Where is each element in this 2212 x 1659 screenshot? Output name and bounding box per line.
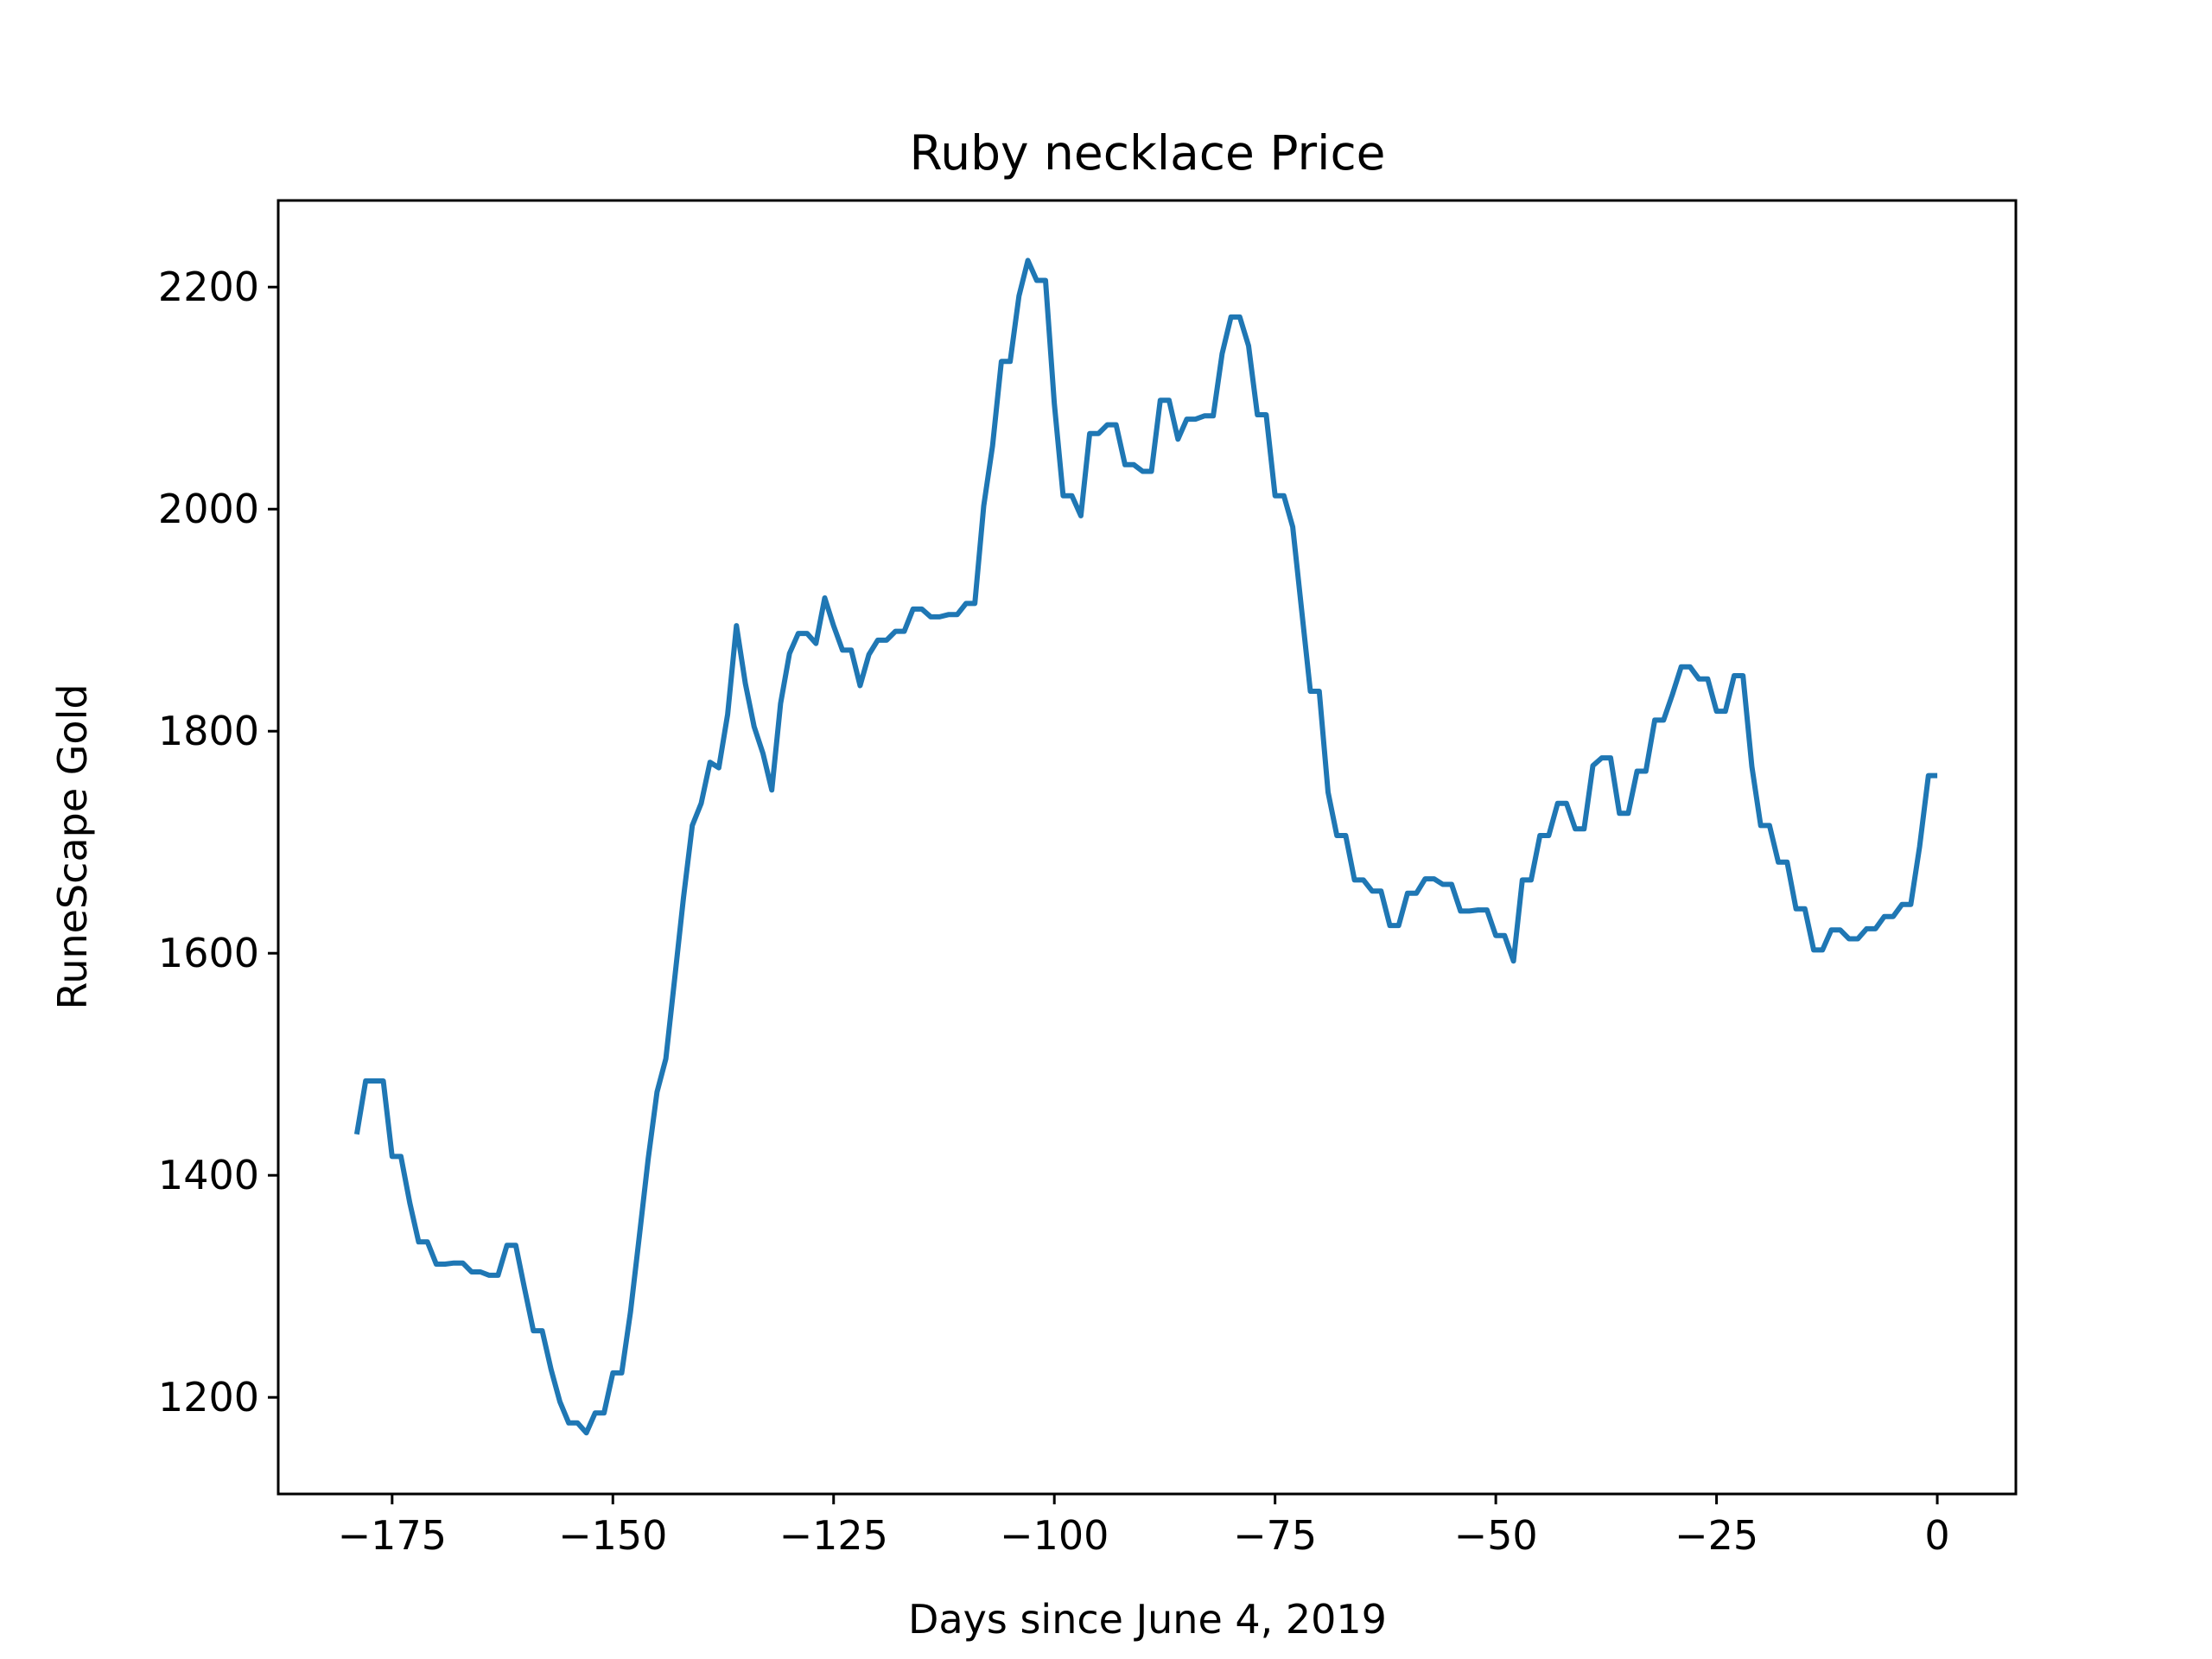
y-tick-label: 1600 bbox=[158, 930, 259, 976]
plot-frame bbox=[276, 199, 2018, 1496]
chart-title: Ruby necklace Price bbox=[909, 125, 1385, 181]
y-axis-ticks: 1200 1400 1600 1800 2000 2200 bbox=[158, 264, 278, 1421]
y-tick-label: 1400 bbox=[158, 1152, 259, 1198]
x-tick-label: −75 bbox=[1233, 1512, 1317, 1559]
x-tick-label: −50 bbox=[1454, 1512, 1538, 1559]
x-axis-ticks: −175 −150 −125 −100 −75 −50 −25 0 bbox=[338, 1494, 1950, 1559]
price-line bbox=[353, 257, 1938, 1436]
y-tick-label: 1800 bbox=[158, 708, 259, 754]
y-tick-label: 2000 bbox=[158, 486, 259, 532]
x-tick-label: −175 bbox=[338, 1512, 447, 1559]
x-tick-label: −150 bbox=[558, 1512, 667, 1559]
x-tick-label: −125 bbox=[779, 1512, 888, 1559]
y-tick-label: 1200 bbox=[158, 1374, 259, 1421]
x-tick-label: −100 bbox=[1000, 1512, 1109, 1559]
y-tick-label: 2200 bbox=[158, 264, 259, 310]
x-tick-label: −25 bbox=[1675, 1512, 1758, 1559]
x-axis-label: Days since June 4, 2019 bbox=[908, 1596, 1387, 1643]
y-axis-label: RuneScape Gold bbox=[49, 683, 96, 1009]
x-tick-label: 0 bbox=[1924, 1512, 1949, 1559]
